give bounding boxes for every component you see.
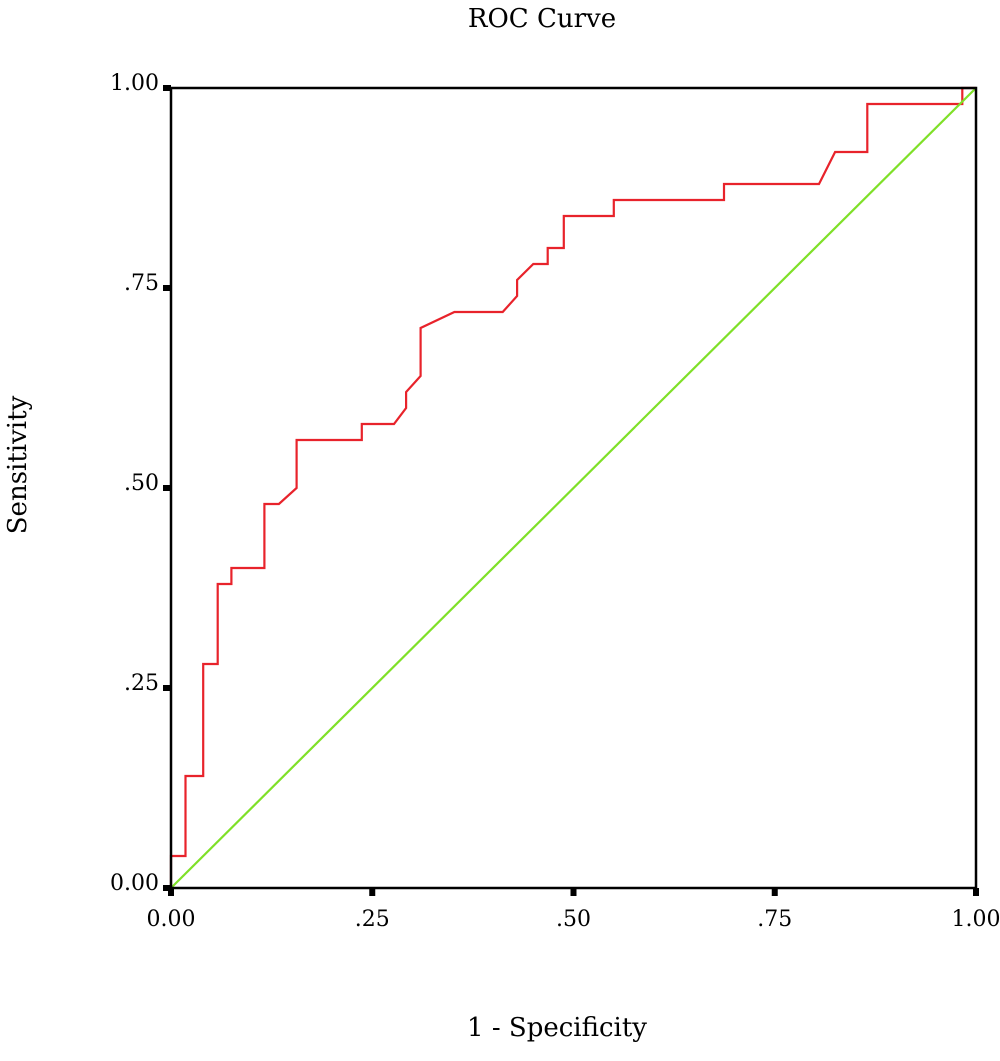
x-tick-mark <box>369 888 376 896</box>
y-tick-mark <box>163 85 171 91</box>
roc-curve-line <box>169 86 976 888</box>
x-tick-label: .50 <box>556 907 591 932</box>
x-axis-label: 1 - Specificity <box>467 1013 647 1043</box>
x-tick-label: 0.00 <box>147 907 196 932</box>
plot-area <box>169 86 978 890</box>
chart-title: ROC Curve <box>468 4 616 34</box>
reference-diagonal-line <box>170 87 977 889</box>
y-tick-label: 1.00 <box>110 71 159 96</box>
y-tick-label: .25 <box>124 671 159 696</box>
x-tick-label: 1.00 <box>952 907 1000 932</box>
x-axis: 0.00 .25 .50 .75 1.00 <box>147 888 1000 932</box>
x-tick-mark <box>973 888 979 896</box>
y-tick-mark <box>163 485 171 491</box>
y-tick-mark <box>163 285 171 291</box>
x-tick-mark <box>771 888 778 896</box>
y-axis-label: Sensitivity <box>3 395 33 534</box>
y-axis: 0.00 .25 .50 .75 1.00 <box>110 71 171 896</box>
y-tick-label: 0.00 <box>110 871 159 896</box>
y-tick-mark <box>163 885 171 891</box>
x-tick-mark <box>168 888 174 896</box>
x-tick-mark <box>570 888 577 896</box>
y-tick-label: .50 <box>124 471 159 496</box>
y-tick-mark <box>163 685 171 691</box>
x-tick-label: .25 <box>355 907 390 932</box>
x-tick-label: .75 <box>757 907 792 932</box>
y-tick-label: .75 <box>124 271 159 296</box>
